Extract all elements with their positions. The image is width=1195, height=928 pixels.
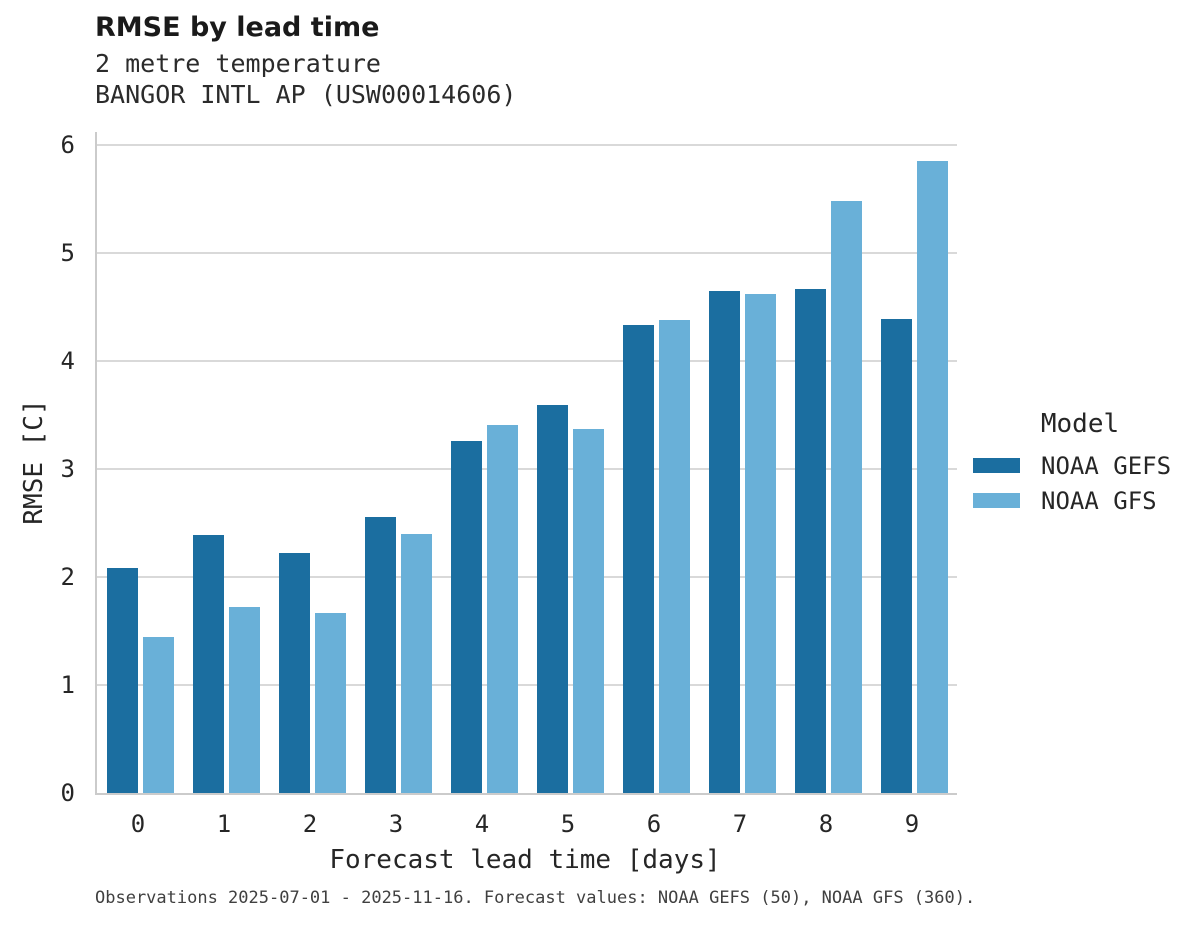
gridline-y-3 [97,468,957,470]
bar-noaa-gefs-lead-3 [364,517,396,793]
y-tick-3: 3 [60,455,75,483]
bar-noaa-gfs-lead-1 [228,607,260,793]
bar-noaa-gfs-lead-0 [142,637,174,793]
gridline-y-2 [97,576,957,578]
legend-label: NOAA GEFS [1041,451,1172,480]
bar-noaa-gfs-lead-2 [314,613,346,793]
bar-noaa-gfs-lead-4 [486,425,518,793]
gridline-y-4 [97,360,957,362]
y-tick-5: 5 [60,239,75,267]
gridline-y-6 [97,144,957,146]
bar-noaa-gefs-lead-0 [106,568,138,793]
bar-noaa-gefs-lead-5 [536,405,568,793]
caption: Observations 2025-07-01 - 2025-11-16. Fo… [95,888,976,908]
gridline-y-5 [97,252,957,254]
bar-noaa-gfs-lead-6 [658,320,690,793]
chart-title: RMSE by lead time [95,12,380,43]
y-tick-0: 0 [60,779,75,807]
bar-noaa-gefs-lead-6 [622,325,654,793]
bar-noaa-gefs-lead-9 [880,319,912,793]
x-tick-6: 6 [646,810,662,838]
legend-item-noaa-gfs: NOAA GFS [973,483,1187,518]
x-tick-3: 3 [388,810,404,838]
bar-noaa-gfs-lead-7 [744,294,776,793]
bar-noaa-gfs-lead-9 [916,161,948,793]
x-tick-0: 0 [130,810,146,838]
legend-swatch-noaa-gfs [973,493,1020,508]
x-tick-2: 2 [302,810,318,838]
x-tick-7: 7 [732,810,748,838]
bar-noaa-gefs-lead-7 [708,291,740,793]
legend-item-noaa-gefs: NOAA GEFS [973,448,1187,483]
x-tick-9: 9 [904,810,920,838]
x-axis-label: Forecast lead time [days] [329,845,721,875]
legend-label: NOAA GFS [1041,486,1157,515]
bar-noaa-gfs-lead-8 [830,201,862,793]
legend: Model NOAA GEFS NOAA GFS [973,409,1187,518]
bar-noaa-gefs-lead-1 [192,535,224,793]
legend-swatch-noaa-gefs [973,458,1020,473]
legend-title: Model [1040,409,1120,439]
x-tick-8: 8 [818,810,834,838]
bar-noaa-gfs-lead-3 [400,534,432,793]
bar-noaa-gfs-lead-5 [572,429,604,793]
gridline-y-1 [97,684,957,686]
x-tick-4: 4 [474,810,490,838]
x-tick-1: 1 [216,810,232,838]
bar-noaa-gefs-lead-4 [450,441,482,793]
y-tick-6: 6 [60,131,75,159]
y-tick-4: 4 [60,347,75,375]
x-tick-5: 5 [560,810,576,838]
y-tick-2: 2 [60,563,75,591]
y-tick-1: 1 [60,671,75,699]
bar-noaa-gefs-lead-2 [278,553,310,793]
chart-station: BANGOR INTL AP (USW00014606) [95,80,517,109]
plot-area [95,132,957,795]
bar-noaa-gefs-lead-8 [794,289,826,793]
chart-subtitle: 2 metre temperature [95,49,381,78]
